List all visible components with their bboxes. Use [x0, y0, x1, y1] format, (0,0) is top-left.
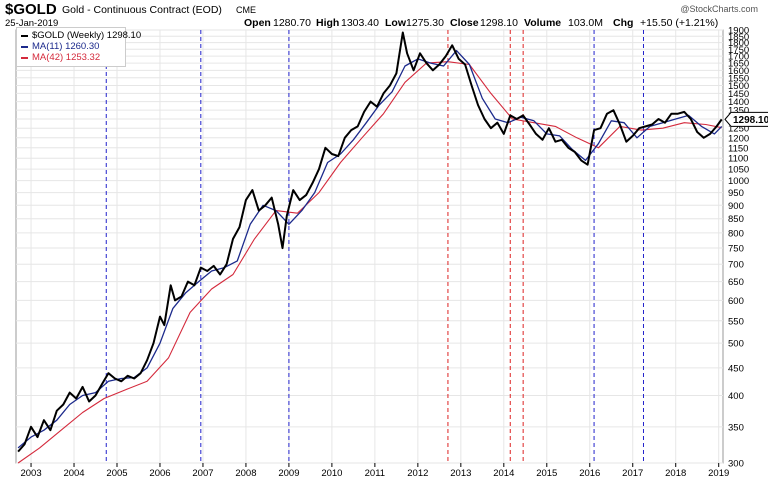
- open-value: 1280.70: [273, 17, 311, 29]
- x-axis: 2003 2004 2005 2006 2007 2008 2009 2010 2011 2012…: [20, 463, 729, 479]
- y-tick-label: 1850: [728, 32, 749, 43]
- volume-label: Volume: [524, 17, 562, 29]
- y-tick-label: 1650: [728, 59, 749, 70]
- legend-swatch-ma42: [21, 56, 28, 59]
- y-tick-label: 1350: [728, 106, 749, 117]
- x-tick-label: 2006: [149, 468, 170, 479]
- y-tick-label: 500: [728, 339, 744, 350]
- x-tick-label: 2009: [278, 468, 299, 479]
- legend-item-price: $GOLD (Weekly) 1298.10: [21, 30, 141, 41]
- y-tick-label: 750: [728, 244, 744, 255]
- low-value: 1275.30: [406, 17, 444, 29]
- legend-item-ma42: MA(42) 1253.32: [21, 52, 100, 63]
- last-price-tag-shape: [724, 111, 768, 127]
- y-tick-label: 650: [728, 277, 744, 288]
- x-tick-label: 2005: [106, 468, 127, 479]
- x-tick-label: 2011: [365, 468, 385, 479]
- y-tick-label: 800: [728, 228, 744, 239]
- plot-area: [15, 29, 724, 464]
- legend-label-price: $GOLD (Weekly) 1298.10: [32, 30, 142, 41]
- y-tick-label: 300: [728, 459, 744, 470]
- legend-label-ma11: MA(11) 1260.30: [32, 41, 100, 52]
- x-tick-label: 2007: [192, 468, 213, 479]
- y-tick-label: 1550: [728, 73, 749, 84]
- y-tick-label: 1600: [728, 66, 749, 77]
- y-tick-label: 700: [728, 260, 744, 271]
- y-tick-label: 1800: [728, 38, 749, 49]
- series-group: [17, 31, 723, 464]
- series-ma42-line: [17, 61, 722, 464]
- last-price-tag: 1298.10: [724, 111, 768, 127]
- y-tick-label: 1050: [728, 165, 749, 176]
- y-tick-label: 1700: [728, 52, 749, 63]
- y-tick-label: 1400: [728, 97, 749, 108]
- high-label: High: [316, 17, 340, 29]
- exchange-label: CME: [236, 5, 256, 15]
- x-tick-label: 2010: [321, 468, 342, 479]
- y-tick-label: 1750: [728, 45, 749, 56]
- y-tick-label: 900: [728, 201, 744, 212]
- y-tick-label: 1000: [728, 176, 749, 187]
- y-tick-label: 600: [728, 296, 744, 307]
- x-tick-label: 2004: [63, 468, 84, 479]
- y-tick-label: 1900: [728, 26, 749, 37]
- series-price-line: [17, 31, 723, 453]
- legend-swatch-price: [21, 34, 28, 37]
- chg-label: Chg: [613, 17, 634, 29]
- y-tick-label: 1500: [728, 81, 749, 92]
- legend-swatch-ma11: [21, 45, 28, 48]
- volume-value: 103.0M: [568, 17, 604, 29]
- x-tick-label: 2018: [665, 468, 686, 479]
- y-tick-label: 1450: [728, 89, 749, 100]
- last-price-tag-text: 1298.10: [733, 115, 768, 126]
- open-label: Open: [244, 17, 271, 29]
- y-tick-label: 450: [728, 363, 744, 374]
- chart-symbol: $GOLD: [5, 1, 57, 18]
- legend-item-ma11: MA(11) 1260.30: [21, 41, 99, 52]
- high-value: 1303.40: [341, 17, 379, 29]
- y-tick-label: 1200: [728, 133, 749, 144]
- watermark: @StockCharts.com: [680, 4, 758, 14]
- x-tick-label: 2012: [407, 468, 428, 479]
- y-tick-label: 1150: [728, 143, 748, 154]
- x-tick-label: 2008: [235, 468, 256, 479]
- x-tick-label: 2013: [450, 468, 471, 479]
- x-tick-label: 2017: [622, 468, 643, 479]
- x-tick-label: 2003: [20, 468, 41, 479]
- y-tick-label: 350: [728, 422, 744, 433]
- legend-label-ma42: MA(42) 1253.32: [32, 52, 101, 63]
- chg-value: +15.50 (+1.21%): [640, 17, 719, 29]
- y-tick-label: 550: [728, 316, 744, 327]
- y-tick-label: 400: [728, 391, 744, 402]
- x-tick-label: 2016: [579, 468, 600, 479]
- close-value: 1298.10: [480, 17, 518, 29]
- chart-date: 25-Jan-2019: [5, 18, 59, 29]
- x-tick-label: 2015: [536, 468, 557, 479]
- legend: $GOLD (Weekly) 1298.10 MA(11) 1260.30 MA…: [16, 27, 141, 67]
- x-tick-label: 2019: [708, 468, 729, 479]
- low-label: Low: [385, 17, 406, 29]
- x-tick-label: 2014: [493, 468, 514, 479]
- y-tick-label: 1100: [728, 154, 748, 165]
- close-label: Close: [450, 17, 479, 29]
- marker-lines: [105, 30, 644, 463]
- y-tick-label: 1250: [728, 124, 749, 135]
- instrument-name: Gold - Continuous Contract (EOD): [62, 4, 222, 16]
- y-tick-label: 850: [728, 214, 744, 225]
- y-axis: 300 350 400 450 500 550 600 650 700 750 800 850 900 9…: [728, 26, 749, 470]
- y-tick-label: 950: [728, 188, 744, 199]
